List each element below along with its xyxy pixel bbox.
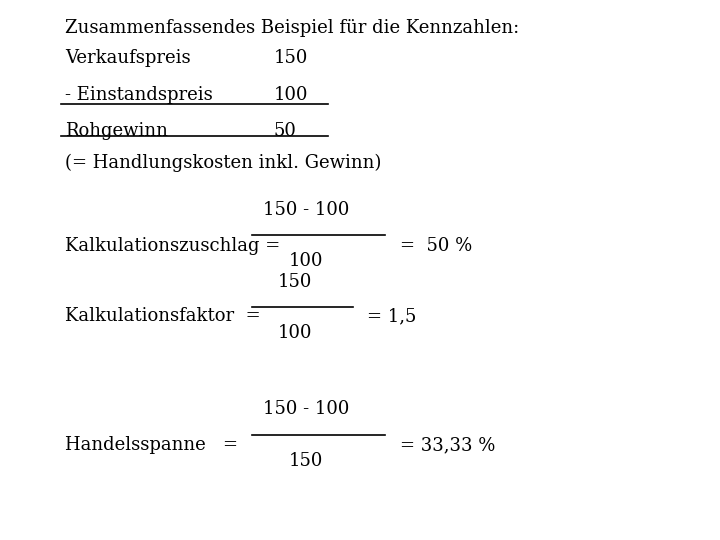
Text: (= Handlungskosten inkl. Gewinn): (= Handlungskosten inkl. Gewinn) — [65, 154, 381, 172]
Text: - Einstandspreis: - Einstandspreis — [65, 86, 212, 104]
Text: Verkaufspreis: Verkaufspreis — [65, 49, 190, 66]
Text: Kalkulationszuschlag =: Kalkulationszuschlag = — [65, 237, 280, 255]
Text: 100: 100 — [278, 324, 312, 342]
Text: =  50 %: = 50 % — [400, 237, 472, 255]
Text: Handelsspanne   =: Handelsspanne = — [65, 436, 238, 455]
Text: 150: 150 — [278, 273, 312, 291]
Text: 150 - 100: 150 - 100 — [263, 201, 349, 219]
Text: 50: 50 — [274, 122, 297, 139]
Text: = 33,33 %: = 33,33 % — [400, 436, 495, 455]
Text: 100: 100 — [274, 86, 308, 104]
Text: Zusammenfassendes Beispiel für die Kennzahlen:: Zusammenfassendes Beispiel für die Kennz… — [65, 19, 519, 37]
Text: 150: 150 — [274, 49, 308, 66]
Text: 100: 100 — [289, 252, 323, 270]
Text: Rohgewinn: Rohgewinn — [65, 122, 168, 139]
Text: 150: 150 — [289, 452, 323, 470]
Text: = 1,5: = 1,5 — [367, 307, 417, 325]
Text: 150 - 100: 150 - 100 — [263, 401, 349, 418]
Text: Kalkulationsfaktor  =: Kalkulationsfaktor = — [65, 307, 261, 325]
